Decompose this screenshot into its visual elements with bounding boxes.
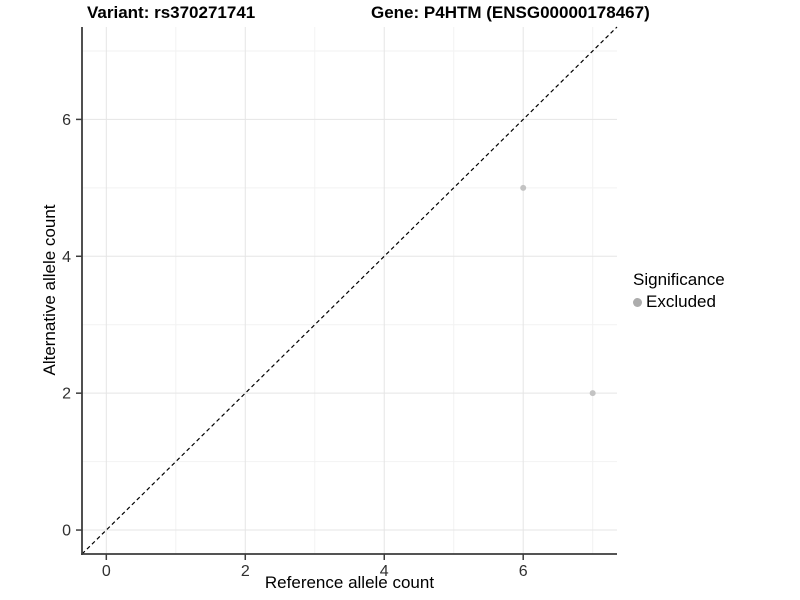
y-tick-label: 6 [62, 112, 71, 129]
identity-dashed-line [81, 26, 618, 555]
y-axis-title: Alternative allele count [40, 204, 59, 376]
y-tick-label: 2 [62, 386, 71, 403]
y-tick-label: 0 [62, 523, 71, 540]
y-tick-label: 4 [62, 249, 71, 266]
plot-title-gene: Gene: P4HTM (ENSG00000178467) [371, 3, 650, 22]
x-axis-title: Reference allele count [264, 573, 435, 592]
x-tick-label: 6 [519, 563, 528, 580]
legend: Significance Excluded [633, 270, 725, 312]
x-tick-label: 2 [241, 563, 250, 580]
data-point [520, 184, 527, 191]
data-point [589, 390, 596, 397]
legend-item-label: Excluded [646, 292, 716, 311]
x-tick-label: 4 [380, 563, 389, 580]
plot-title-variant: Variant: rs370271741 [87, 3, 256, 22]
legend-key-circle-icon [633, 297, 642, 307]
x-tick-label: 0 [102, 563, 111, 580]
legend-item-excluded: Excluded [633, 292, 725, 312]
legend-title: Significance [633, 270, 725, 289]
